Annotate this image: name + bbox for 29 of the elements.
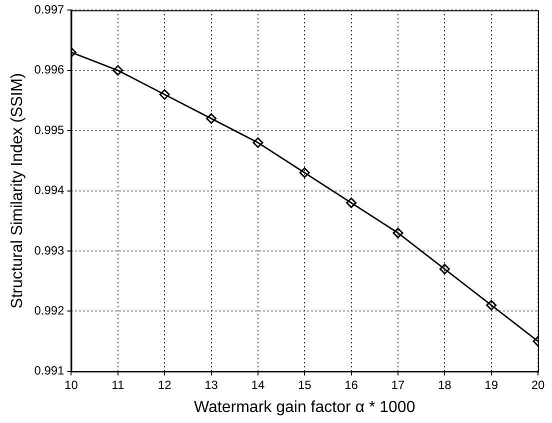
x-tick-label: 10 <box>64 378 78 392</box>
point <box>159 89 170 100</box>
x-tick-label: 11 <box>112 378 124 392</box>
x-tick-label: 18 <box>438 378 452 392</box>
x-tick-label: 19 <box>484 378 498 392</box>
x-tick-label: 20 <box>531 378 545 392</box>
y-tick-label: 0.992 <box>34 304 65 318</box>
x-tick-label: 12 <box>158 378 172 392</box>
x-axis-title: Watermark gain factor α * 1000 <box>194 398 416 416</box>
point <box>392 228 404 238</box>
point <box>439 264 450 274</box>
x-tick-label: 16 <box>344 378 358 392</box>
x-tick-label: 15 <box>298 378 312 392</box>
point <box>299 167 310 178</box>
x-tick-label: 17 <box>391 378 405 392</box>
point <box>206 113 217 124</box>
point <box>486 300 497 310</box>
y-tick-label: 0.997 <box>34 2 65 17</box>
point <box>252 137 264 148</box>
y-axis-title: Structural Similarity Index (SSIM) <box>9 72 26 309</box>
y-tick-label: 0.991 <box>34 364 65 378</box>
y-tick-label: 0.993 <box>34 243 65 258</box>
y-tick-label: 0.994 <box>34 183 65 198</box>
y-tick-label: 0.996 <box>34 62 65 77</box>
point <box>112 65 124 76</box>
y-tick-label: 0.995 <box>34 122 65 137</box>
x-tick-label: 14 <box>251 378 265 392</box>
x-tick-label: 13 <box>204 378 218 392</box>
point <box>346 198 357 208</box>
